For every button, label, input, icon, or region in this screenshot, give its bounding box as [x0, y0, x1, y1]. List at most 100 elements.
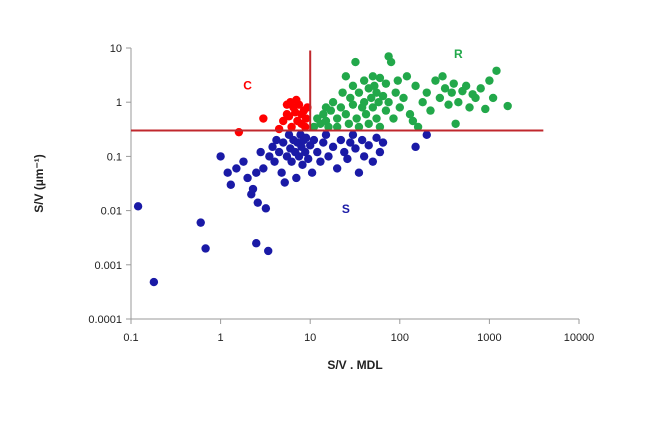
data-point — [364, 119, 373, 128]
data-point — [284, 112, 294, 121]
data-point — [332, 114, 342, 123]
data-point — [359, 98, 369, 107]
data-point — [348, 130, 358, 140]
data-point — [402, 72, 412, 81]
data-point — [374, 98, 383, 107]
data-point — [357, 135, 367, 145]
data-point — [324, 122, 333, 132]
data-point — [223, 168, 232, 177]
data-point — [268, 142, 277, 152]
data-point — [201, 244, 210, 253]
data-point — [336, 103, 346, 112]
data-point — [252, 239, 261, 248]
data-point — [252, 168, 261, 177]
data-point — [243, 173, 252, 183]
data-point — [239, 157, 248, 166]
data-point — [391, 88, 400, 97]
data-point — [326, 106, 336, 115]
data-point — [346, 138, 355, 147]
data-point — [321, 130, 331, 140]
data-point — [354, 122, 364, 132]
data-point — [301, 122, 310, 132]
data-point — [301, 133, 311, 143]
data-point — [422, 130, 431, 140]
data-point — [451, 119, 460, 128]
data-point — [277, 168, 286, 177]
data-point — [461, 81, 471, 91]
data-point — [367, 93, 376, 103]
data-point — [405, 110, 415, 119]
data-point — [292, 173, 301, 183]
data-point — [290, 108, 300, 117]
data-point — [298, 160, 307, 169]
x-tick-label: 0.1 — [123, 332, 138, 344]
data-point — [411, 142, 420, 152]
data-point — [348, 100, 358, 109]
data-point — [270, 157, 279, 166]
data-point — [248, 184, 258, 194]
data-point — [332, 122, 342, 132]
data-point — [307, 168, 317, 177]
data-point — [413, 122, 423, 132]
data-point — [336, 135, 346, 145]
axes-group — [126, 47, 580, 324]
data-point — [133, 202, 143, 211]
data-point — [338, 88, 347, 97]
data-point — [272, 135, 281, 145]
data-points-group — [133, 52, 512, 287]
y-tick-label: 0.1 — [107, 151, 122, 163]
data-point — [364, 141, 373, 150]
data-point — [259, 114, 268, 123]
data-point — [259, 164, 268, 173]
data-point — [503, 101, 512, 111]
data-point — [279, 138, 288, 147]
data-point — [399, 93, 408, 103]
data-point — [287, 122, 296, 132]
data-point — [352, 114, 361, 123]
tick-labels-group: 0.1 1 10 100 1000 10000 0.0001 0.001 0.01 0.1 1 10 — [88, 43, 594, 344]
data-point — [348, 81, 358, 91]
data-point — [422, 88, 431, 97]
data-point — [226, 180, 236, 189]
data-point — [324, 152, 333, 161]
data-point — [381, 106, 391, 115]
x-tick-label: 10 — [304, 332, 316, 344]
data-point — [309, 122, 319, 132]
region-label: S — [342, 202, 350, 216]
data-point — [274, 147, 284, 157]
data-point — [332, 164, 342, 173]
data-point — [149, 277, 159, 287]
data-point — [301, 114, 311, 123]
data-point — [340, 147, 349, 157]
data-point — [440, 84, 450, 93]
data-point — [378, 91, 388, 101]
y-axis-title: S/V (µm⁻¹) — [32, 154, 46, 213]
data-point — [279, 116, 288, 126]
data-point — [471, 93, 480, 103]
data-point — [313, 147, 322, 157]
data-point — [264, 246, 273, 256]
data-point — [368, 157, 378, 166]
data-point — [481, 104, 490, 114]
data-point — [287, 157, 296, 166]
y-tick-label: 10 — [110, 43, 122, 55]
data-point — [378, 138, 388, 147]
data-point — [375, 73, 385, 83]
data-point — [316, 157, 325, 166]
data-point — [265, 152, 274, 161]
region-label: C — [243, 79, 252, 93]
data-point — [274, 124, 284, 134]
data-point — [395, 103, 404, 112]
data-point — [408, 116, 418, 126]
data-point — [319, 110, 328, 119]
data-point — [372, 133, 381, 143]
data-point — [256, 147, 265, 157]
data-point — [346, 93, 355, 103]
data-point — [389, 114, 398, 123]
data-point — [368, 72, 378, 81]
data-point — [232, 164, 241, 173]
data-point — [280, 178, 289, 187]
data-point — [234, 127, 244, 137]
data-point — [375, 122, 385, 132]
